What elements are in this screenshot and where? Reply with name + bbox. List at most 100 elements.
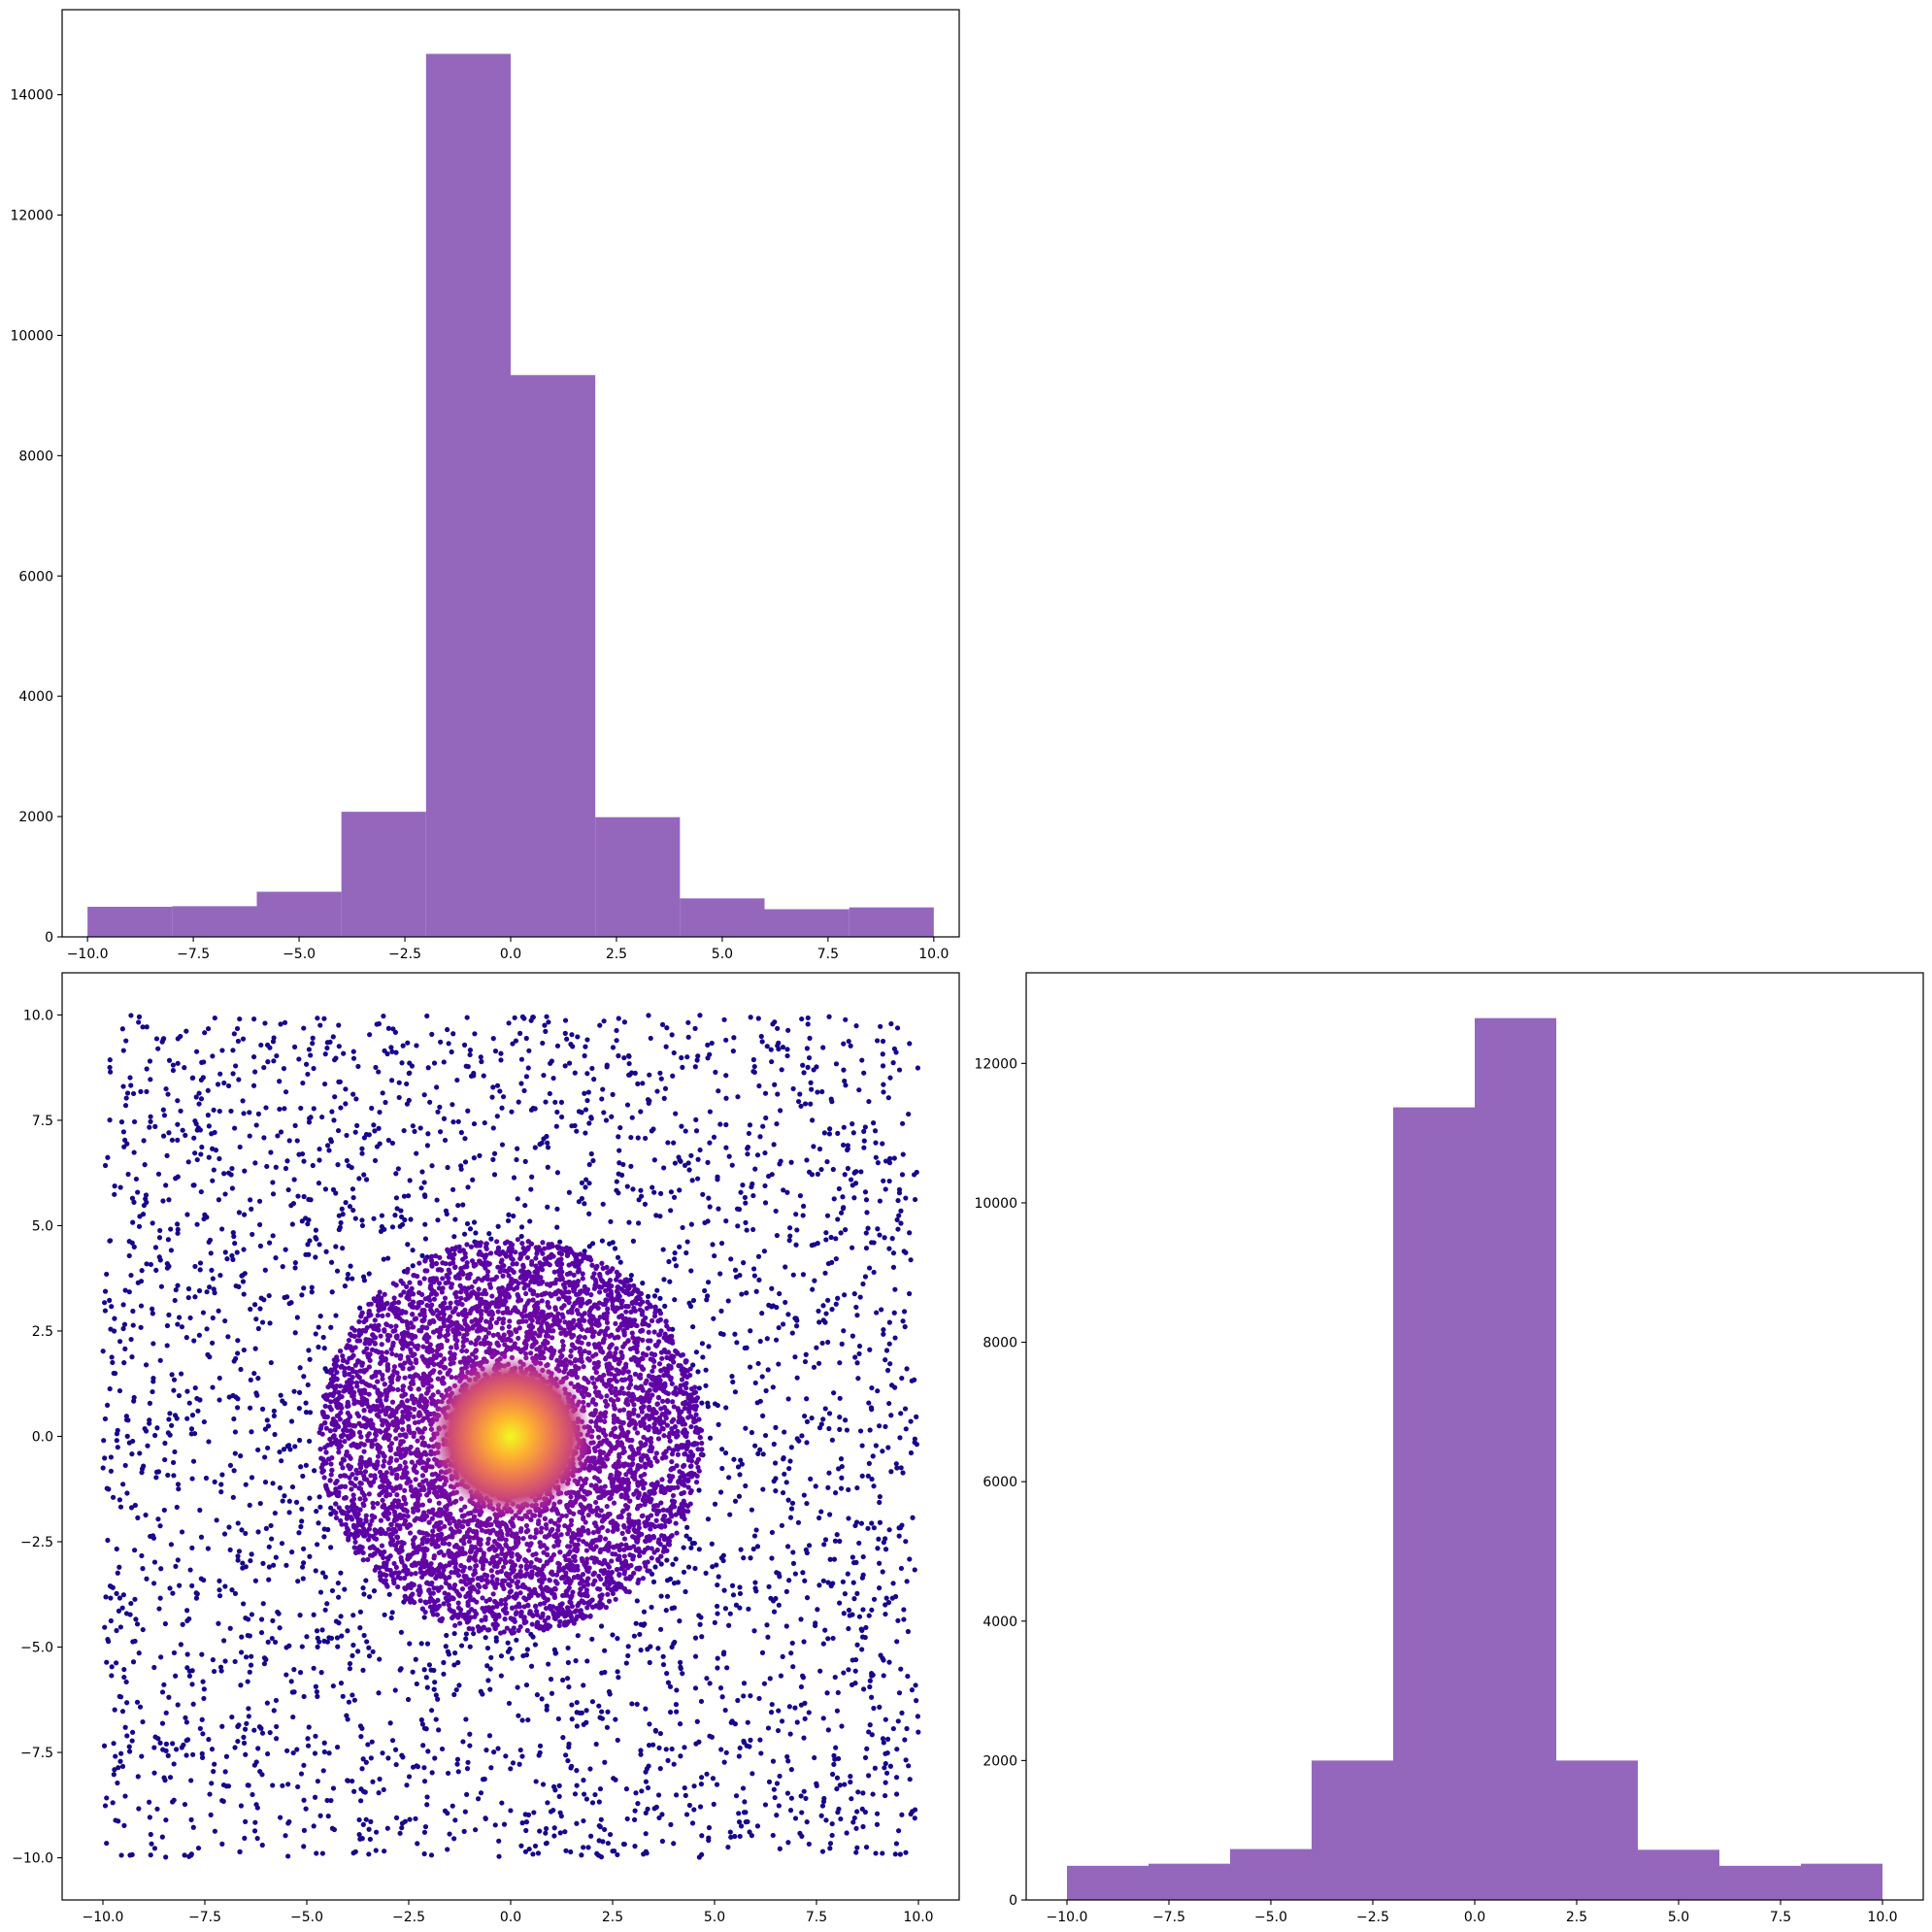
scatter-point	[669, 1746, 675, 1752]
scatter-point	[843, 1227, 849, 1233]
scatter-point	[464, 1242, 470, 1248]
scatter-point	[614, 1277, 619, 1282]
scatter-point	[440, 1276, 446, 1282]
scatter-point	[833, 1236, 839, 1242]
scatter-point	[574, 1128, 580, 1134]
scatter-point	[291, 1177, 297, 1183]
scatter-point	[715, 1177, 720, 1183]
scatter-point	[643, 1849, 649, 1854]
scatter-point	[683, 1128, 688, 1134]
scatter-point	[626, 1219, 632, 1225]
scatter-point	[296, 1530, 302, 1536]
scatter-point	[153, 1475, 159, 1481]
scatter-point	[669, 1032, 675, 1038]
scatter-point	[605, 1270, 611, 1276]
scatter-point	[436, 1603, 443, 1609]
histogram-bar	[172, 906, 257, 937]
scatter-point	[333, 1190, 339, 1196]
scatter-point	[359, 1146, 365, 1151]
scatter-point	[378, 1333, 383, 1339]
top-left-histogram-panel: −10.0 −7.5 −5.0 −2.5 0.0 2.5 5.0 7.5 10.00200040…	[10, 9, 960, 962]
scatter-point	[845, 1165, 851, 1172]
scatter-point	[253, 1122, 259, 1128]
scatter-point	[497, 1251, 503, 1257]
scatter-point	[107, 1064, 113, 1071]
scatter-point	[307, 1553, 313, 1559]
scatter-point	[743, 1200, 749, 1206]
scatter-point	[585, 1089, 591, 1095]
scatter-point	[229, 1165, 235, 1172]
scatter-point	[418, 1716, 424, 1723]
scatter-point	[329, 1587, 336, 1594]
scatter-point	[602, 1759, 608, 1765]
scatter-point	[192, 1263, 198, 1270]
scatter-point	[839, 1463, 845, 1470]
scatter-point	[519, 1820, 525, 1826]
scatter-point	[905, 1673, 911, 1680]
scatter-point	[451, 1234, 457, 1240]
scatter-point	[862, 1754, 869, 1761]
scatter-point	[745, 1146, 750, 1151]
scatter-point	[405, 1040, 411, 1046]
scatter-point	[654, 1287, 660, 1293]
scatter-point	[510, 1760, 516, 1766]
scatter-point	[144, 1576, 150, 1582]
scatter-point	[130, 1438, 136, 1445]
scatter-point	[366, 1851, 372, 1857]
scatter-point	[419, 1721, 426, 1727]
scatter-point	[585, 1845, 591, 1850]
scatter-point	[656, 1537, 662, 1543]
scatter-point	[743, 1819, 749, 1825]
scatter-point	[515, 1237, 520, 1243]
scatter-point	[446, 1591, 451, 1598]
scatter-point	[899, 1375, 905, 1382]
scatter-point	[746, 1130, 752, 1137]
scatter-point	[816, 1146, 823, 1152]
scatter-point	[759, 1311, 765, 1316]
scatter-point	[465, 1108, 471, 1114]
scatter-point	[171, 1761, 177, 1767]
scatter-point	[328, 1545, 334, 1550]
scatter-point	[168, 1226, 174, 1232]
scatter-point	[455, 1202, 461, 1209]
scatter-point	[313, 1568, 318, 1574]
scatter-point	[557, 1830, 563, 1836]
scatter-point	[346, 1403, 351, 1409]
scatter-point	[206, 1154, 212, 1160]
scatter-point	[429, 1580, 435, 1586]
scatter-point	[891, 1155, 897, 1161]
scatter-point	[294, 1747, 300, 1752]
scatter-point	[586, 1211, 592, 1216]
scatter-point	[886, 1341, 892, 1347]
scatter-point	[509, 1655, 516, 1661]
scatter-point	[119, 1763, 126, 1770]
scatter-point	[207, 1237, 214, 1243]
scatter-point	[604, 1064, 610, 1070]
scatter-point	[903, 1539, 909, 1545]
scatter-point	[312, 1468, 317, 1474]
scatter-point	[557, 1618, 563, 1624]
scatter-point	[316, 1324, 321, 1330]
scatter-point	[286, 1643, 292, 1649]
scatter-point	[704, 1293, 711, 1299]
scatter-point	[914, 1698, 919, 1704]
scatter-point	[671, 1404, 677, 1410]
scatter-point	[421, 1615, 427, 1620]
scatter-point	[360, 1667, 366, 1673]
scatter-point	[866, 1729, 872, 1735]
scatter-point	[231, 1031, 237, 1037]
scatter-point	[389, 1140, 396, 1147]
scatter-point	[901, 1249, 907, 1254]
scatter-point	[372, 1157, 379, 1164]
scatter-point	[392, 1747, 399, 1752]
scatter-point	[527, 1609, 533, 1615]
scatter-point	[123, 1038, 129, 1044]
scatter-point	[490, 1156, 496, 1162]
scatter-point	[398, 1214, 405, 1220]
scatter-point	[383, 1578, 388, 1583]
scatter-point	[369, 1105, 375, 1112]
scatter-point	[268, 1522, 274, 1529]
scatter-point	[764, 1044, 770, 1049]
scatter-point	[398, 1666, 404, 1672]
scatter-point	[238, 1682, 244, 1688]
